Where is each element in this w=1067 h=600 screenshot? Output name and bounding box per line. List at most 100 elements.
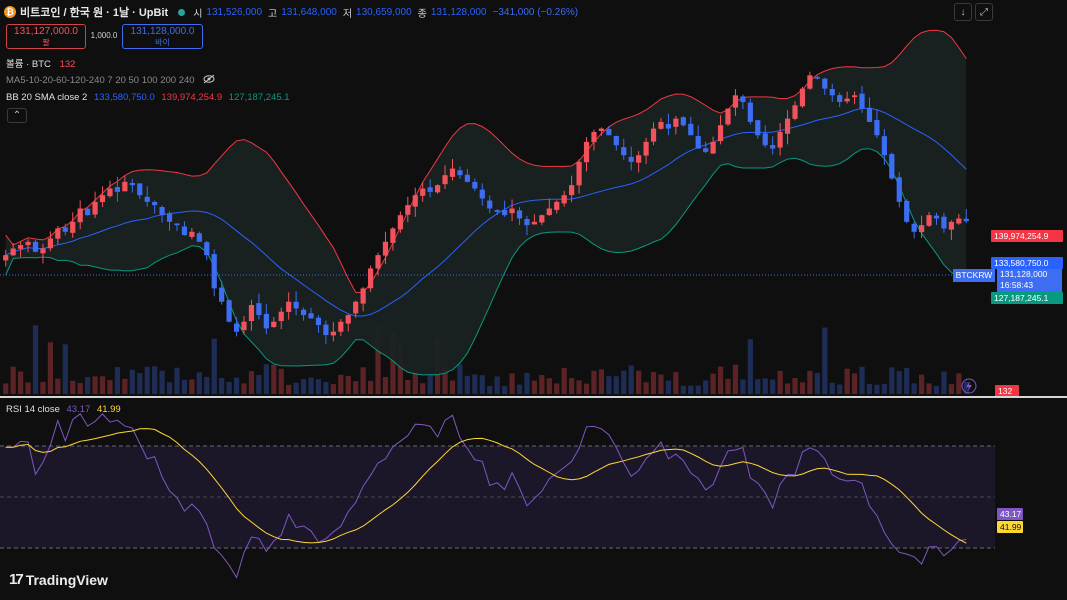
candle-body <box>174 223 180 226</box>
candle-body <box>933 215 940 219</box>
volume-bar <box>330 384 336 394</box>
bitcoin-icon: ₿ <box>4 6 16 18</box>
candle-body <box>196 233 202 242</box>
candle-body <box>204 242 210 256</box>
volume-legend[interactable]: 볼륨 · BTC 132 <box>6 56 75 70</box>
symbol-title[interactable]: 비트코인 / 한국 원 · 1날 · UpBit <box>20 7 169 19</box>
candle-body <box>70 221 76 233</box>
volume-bar <box>181 379 188 394</box>
volume-bar <box>293 382 299 394</box>
volume-bar <box>256 375 262 394</box>
candle-body <box>926 215 932 226</box>
candle-body <box>323 324 329 336</box>
lightning-icon[interactable] <box>961 378 977 394</box>
candle-body <box>516 210 523 219</box>
candle-body <box>889 154 895 179</box>
candle-body <box>10 248 16 256</box>
volume-bar <box>271 364 277 394</box>
buy-button[interactable]: 131,128,000.0 바이 <box>122 24 203 49</box>
volume-bar <box>18 371 24 394</box>
ma-legend[interactable]: MA5-10-20-60-120-240 7 20 50 100 200 240 <box>6 74 215 86</box>
candle-body <box>502 209 508 216</box>
volume-bar <box>241 383 247 394</box>
volume-bar <box>323 382 329 394</box>
candle-body <box>673 118 679 127</box>
bb-legend[interactable]: BB 20 SMA close 2 133,580,750.0 139,974,… <box>6 92 290 103</box>
candle-body <box>799 88 806 107</box>
volume-bar <box>829 382 835 394</box>
candle-body <box>874 120 880 136</box>
rsi-legend[interactable]: RSI 14 close 43.17 41.99 <box>6 404 121 415</box>
rsi-ma-legend-value: 41.99 <box>96 404 121 415</box>
fullscreen-button[interactable]: ⤢ <box>975 3 993 21</box>
sell-price: 131,127,000.0 <box>14 26 78 37</box>
candle-body <box>881 136 887 156</box>
download-icon: ↓ <box>960 6 966 18</box>
volume-bar <box>263 364 269 394</box>
candle-body <box>591 131 597 143</box>
volume-bar <box>3 383 9 394</box>
download-button[interactable]: ↓ <box>954 3 972 21</box>
ma-legend-label: MA5-10-20-60-120-240 7 20 50 100 200 240 <box>6 75 195 86</box>
volume-bar <box>784 383 791 394</box>
candle-body <box>569 185 575 196</box>
candle-body <box>315 317 322 326</box>
candle-body <box>650 128 657 142</box>
volume-bar <box>405 379 411 394</box>
volume-bar <box>621 370 627 394</box>
candle-body <box>367 268 374 289</box>
volume-bar <box>539 375 545 394</box>
order-quantity[interactable]: 1,000.0 <box>90 31 118 40</box>
bollinger-basis-line <box>5 107 967 317</box>
volume-bar <box>85 376 91 394</box>
candle-body <box>241 321 247 331</box>
volume-bar <box>516 384 523 394</box>
volume-bar <box>822 327 828 394</box>
hidden-eye-icon[interactable] <box>203 74 215 84</box>
volume-bar <box>740 379 746 394</box>
candle-body <box>703 148 709 152</box>
candle-body <box>948 221 954 230</box>
candle-body <box>397 215 403 230</box>
candle-body <box>710 141 716 154</box>
pane-divider[interactable] <box>0 396 1067 398</box>
candle-body <box>420 188 426 196</box>
candle-body <box>219 287 225 302</box>
volume-bar <box>963 381 969 394</box>
volume-bar <box>204 376 210 394</box>
volume-bar <box>628 365 634 394</box>
candle-body <box>777 131 783 148</box>
candle-body <box>405 205 411 215</box>
candle-body <box>300 309 307 316</box>
volume-bar <box>569 378 575 394</box>
volume-bar <box>159 370 165 394</box>
bb-upper-value: 139,974,254.9 <box>161 92 223 103</box>
tradingview-logo[interactable]: 17 TradingView <box>9 571 108 588</box>
candle-body <box>382 241 389 256</box>
candle-body <box>814 77 820 79</box>
volume-bar <box>412 372 418 394</box>
sell-button[interactable]: 131,127,000.0 팔 <box>6 24 86 49</box>
candles <box>3 71 969 344</box>
volume-bar <box>55 378 61 394</box>
volume-bar <box>799 382 806 394</box>
candle-body <box>25 241 31 246</box>
volume-bar <box>747 339 753 394</box>
candle-body <box>851 95 858 98</box>
volume-bar <box>755 379 761 394</box>
candle-body <box>107 188 113 197</box>
volume-bar <box>896 371 902 394</box>
candle-body <box>353 301 359 314</box>
candle-body <box>286 301 292 312</box>
candle-body <box>32 241 39 252</box>
volume-bar <box>114 367 121 394</box>
candle-body <box>278 311 284 322</box>
volume-bar <box>107 380 113 394</box>
volume-bar <box>353 381 359 394</box>
collapse-legend-button[interactable]: ⌃ <box>7 108 27 123</box>
candle-body <box>680 117 686 126</box>
bb-legend-label: BB 20 SMA close 2 <box>6 92 88 103</box>
volume-bar <box>189 379 195 394</box>
volume-bar <box>40 381 46 394</box>
